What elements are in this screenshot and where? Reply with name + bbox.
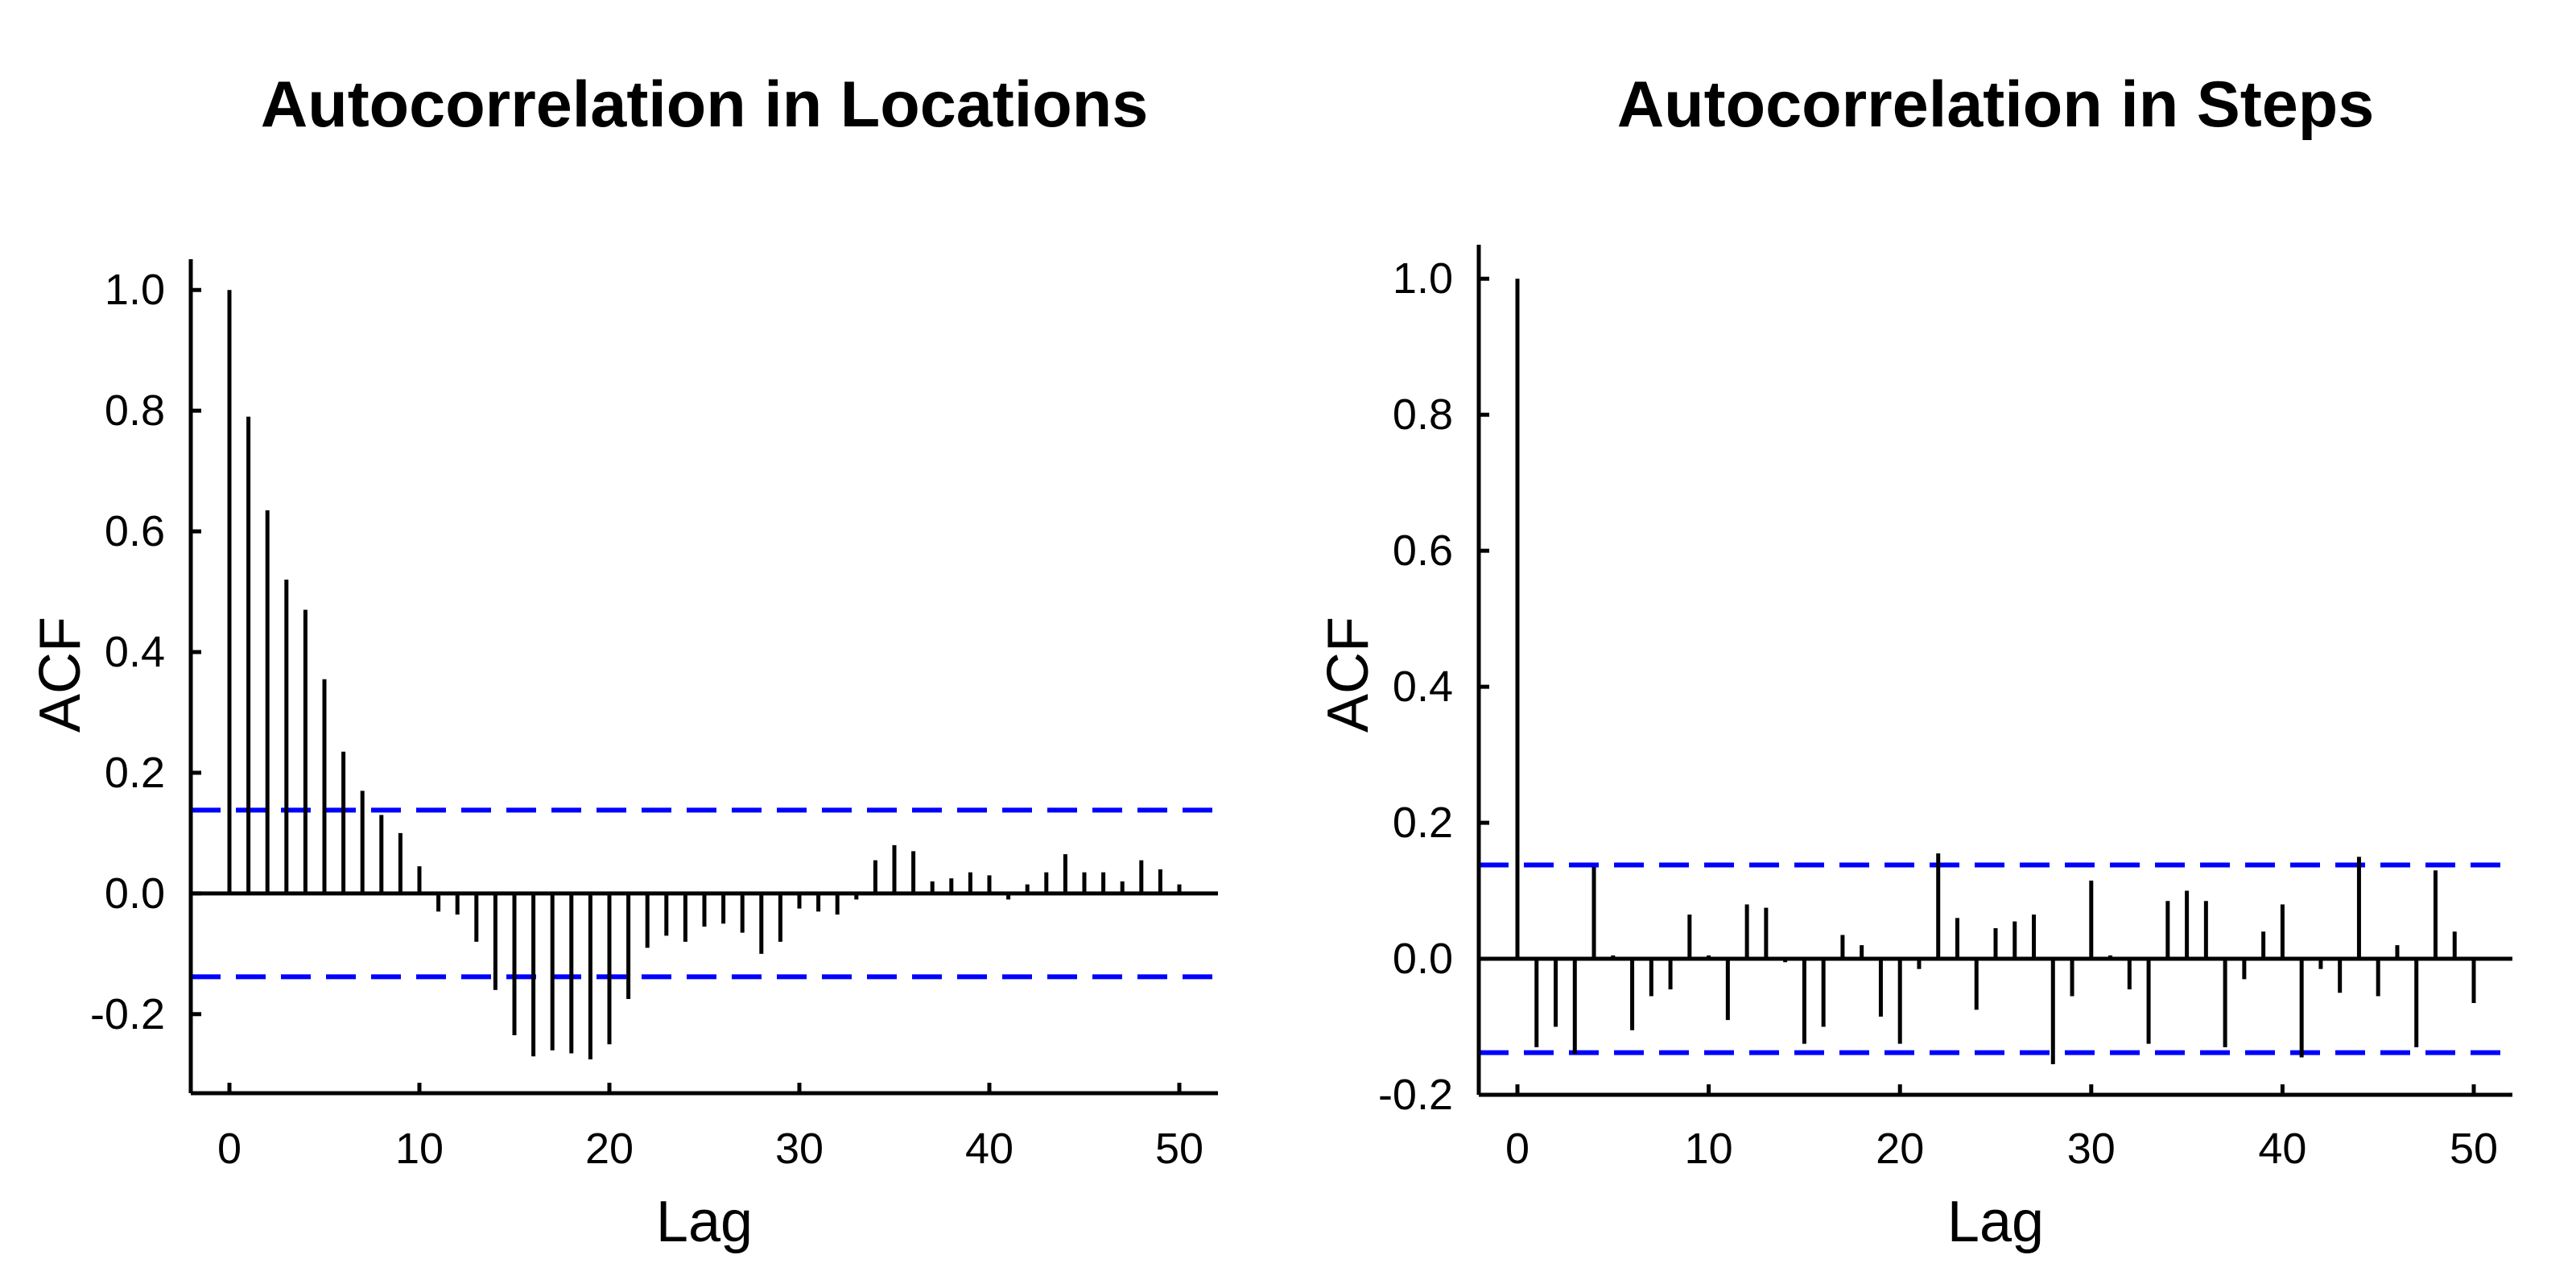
- y-axis-label: ACF: [1316, 617, 1381, 733]
- x-axis-label: Lag: [656, 1190, 753, 1254]
- x-tick-label: 0: [217, 1125, 242, 1173]
- x-tick-label: 20: [585, 1125, 634, 1173]
- plot-area-locations: 1.0 0.8 0.6 0.4 0.2 0.0 -0.2 0 10 20 30 40 50: [90, 259, 1218, 1173]
- y-axis-label: ACF: [28, 617, 93, 733]
- panel-locations: 1.0 0.8 0.6 0.4 0.2 0.0 -0.2 0 10 20 30 40 50 Autoco…: [28, 68, 1218, 1254]
- plot-area-steps: 1.0 0.8 0.6 0.4 0.2 0.0 -0.2 0 10 20 30 40 50: [1378, 245, 2512, 1173]
- panel-steps: 1.0 0.8 0.6 0.4 0.2 0.0 -0.2 0 10 20 30 40 50 Autoco…: [1316, 68, 2512, 1254]
- x-tick-label: 0: [1505, 1125, 1530, 1173]
- y-tick-label: 0.2: [105, 749, 165, 797]
- y-tick-label: 0.2: [1393, 799, 1453, 847]
- x-tick-label: 30: [775, 1125, 824, 1173]
- y-tick-label: 0.4: [105, 628, 165, 676]
- x-tick-label: 50: [1155, 1125, 1203, 1173]
- y-tick-label: -0.2: [1378, 1071, 1453, 1119]
- x-tick-label: 20: [1876, 1125, 1924, 1173]
- y-tick-label: 0.8: [1393, 390, 1453, 439]
- x-tick-label: 40: [2258, 1125, 2306, 1173]
- y-tick-label: 0.0: [1393, 935, 1453, 983]
- x-tick-label: 40: [965, 1125, 1013, 1173]
- y-tick-label: -0.2: [90, 990, 165, 1038]
- x-tick-label: 50: [2450, 1125, 2498, 1173]
- y-tick-label: 0.6: [105, 507, 165, 555]
- y-tick-label: 1.0: [105, 266, 165, 314]
- y-tick-label: 0.0: [105, 869, 165, 918]
- y-tick-label: 0.4: [1393, 663, 1453, 711]
- panel-title: Autocorrelation in Locations: [261, 68, 1149, 141]
- y-tick-label: 0.8: [105, 386, 165, 435]
- x-axis-label: Lag: [1947, 1190, 2044, 1254]
- panel-title: Autocorrelation in Steps: [1617, 68, 2375, 141]
- y-tick-label: 0.6: [1393, 526, 1453, 575]
- x-tick-label: 30: [2067, 1125, 2116, 1173]
- y-tick-label: 1.0: [1393, 254, 1453, 303]
- x-tick-label: 10: [395, 1125, 444, 1173]
- x-tick-label: 10: [1685, 1125, 1733, 1173]
